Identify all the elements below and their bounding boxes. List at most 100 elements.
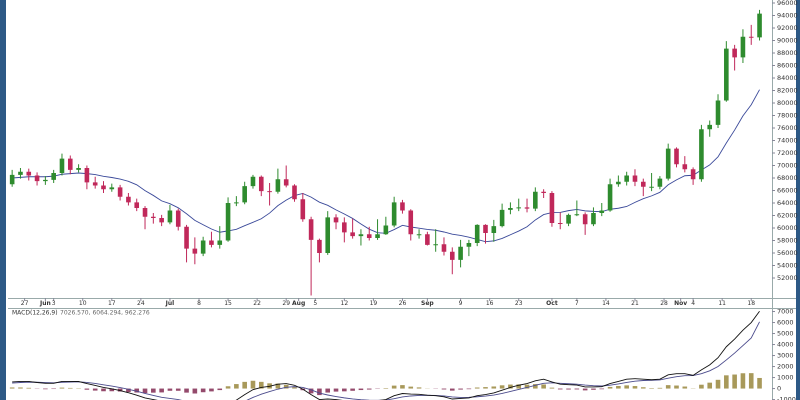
histogram-bar (234, 384, 239, 389)
x-tick-label: 26 (399, 300, 407, 307)
candle-body (582, 214, 588, 225)
candle-body (607, 184, 613, 211)
x-tick-label: 16 (486, 300, 494, 307)
x-tick-label: 4 (691, 300, 695, 307)
x-tick-label: 22 (253, 300, 261, 307)
candle-body (84, 168, 90, 183)
histogram-bar (715, 379, 721, 389)
candle-body (184, 226, 189, 249)
candle-body (665, 148, 671, 179)
candle-body (325, 217, 331, 253)
y-tick-label: 76000 (777, 124, 798, 132)
histogram-bar (167, 388, 173, 391)
candle-body (234, 202, 239, 204)
y-tick-label: 80000 (777, 99, 798, 107)
histogram-bar (599, 388, 605, 390)
histogram-bar (740, 373, 746, 389)
histogram-bar (624, 385, 629, 389)
x-tick-label: 23 (515, 300, 523, 307)
candle-body (258, 176, 264, 192)
y-tick-label: 78000 (777, 112, 798, 120)
candle-body (599, 210, 605, 213)
candle-body (151, 216, 156, 218)
histogram-bar (26, 387, 32, 389)
y-tick-label: 84000 (777, 74, 798, 82)
histogram-bar (308, 388, 314, 394)
y-tick-label: 72000 (777, 149, 798, 157)
histogram-bar (516, 384, 522, 389)
candle-body (275, 179, 281, 192)
candle-body (657, 178, 663, 187)
candle-body (724, 48, 729, 101)
histogram-bar (616, 385, 621, 389)
y-tick-label: 0 (777, 385, 781, 393)
x-tick-label: 8 (197, 300, 201, 307)
price-plot (9, 9, 762, 296)
histogram-bar (92, 388, 98, 391)
y-tick-label: 88000 (777, 49, 798, 57)
candle-body (632, 175, 638, 182)
x-tick-label: 28 (660, 300, 668, 307)
candle-body (425, 234, 430, 245)
histogram-bar (707, 382, 713, 389)
histogram-bar (400, 385, 405, 389)
candle-body (699, 129, 704, 180)
histogram-bar (582, 388, 588, 391)
histogram-bar (242, 381, 247, 389)
candle-body (18, 171, 23, 175)
histogram-bar (151, 388, 156, 393)
candle-body (757, 13, 762, 38)
histogram-bar (549, 387, 555, 389)
x-tick-label: 24 (137, 300, 145, 307)
candle-body (76, 168, 81, 170)
candle-body (300, 199, 306, 220)
y-tick-label: 94000 (777, 12, 798, 20)
histogram-bar (466, 388, 472, 390)
candle-body (491, 226, 497, 233)
histogram-bar (557, 388, 563, 390)
candle-body (508, 208, 513, 210)
x-tick-label: 5 (313, 300, 317, 307)
histogram-bar (84, 388, 90, 390)
histogram-bar (449, 388, 455, 391)
histogram-bar (43, 388, 48, 390)
y-tick-label: 64000 (777, 199, 798, 207)
y-tick-label: 62000 (777, 212, 798, 220)
histogram-bar (117, 388, 123, 392)
histogram-bar (366, 388, 372, 390)
histogram-bar (591, 388, 596, 390)
candle-body (317, 239, 322, 253)
candle-body (524, 207, 530, 209)
y-tick-label: 68000 (777, 174, 798, 182)
x-tick-label: Oct (546, 300, 558, 307)
histogram-bar (508, 384, 513, 389)
histogram-bar (724, 375, 729, 389)
x-tick-label: Nov (674, 300, 687, 307)
candle-body (283, 179, 289, 186)
y-tick-label: 4000 (777, 341, 794, 349)
candle-body (209, 240, 214, 245)
candle-body (433, 244, 438, 246)
y-tick-label: 54000 (777, 262, 798, 270)
candle-body (192, 248, 198, 254)
histogram-bar (541, 384, 546, 389)
histogram-bar (101, 388, 106, 392)
x-tick-label: 15 (224, 300, 232, 307)
histogram-bar (317, 388, 322, 396)
y-tick-label: 86000 (777, 62, 798, 70)
histogram-bar (682, 386, 688, 389)
candle-body (416, 234, 422, 236)
candle-body (566, 214, 571, 224)
candle-body (366, 234, 372, 238)
candle-body (308, 219, 314, 240)
x-tick-label: 9 (459, 300, 463, 307)
candle-body (292, 185, 297, 200)
x-tick-label: 14 (602, 300, 610, 307)
candle-body (67, 158, 73, 170)
candle-body (92, 182, 98, 186)
histogram-bar (533, 384, 538, 389)
x-tick-label: 12 (341, 300, 349, 307)
x-tick-label: 19 (370, 300, 378, 307)
